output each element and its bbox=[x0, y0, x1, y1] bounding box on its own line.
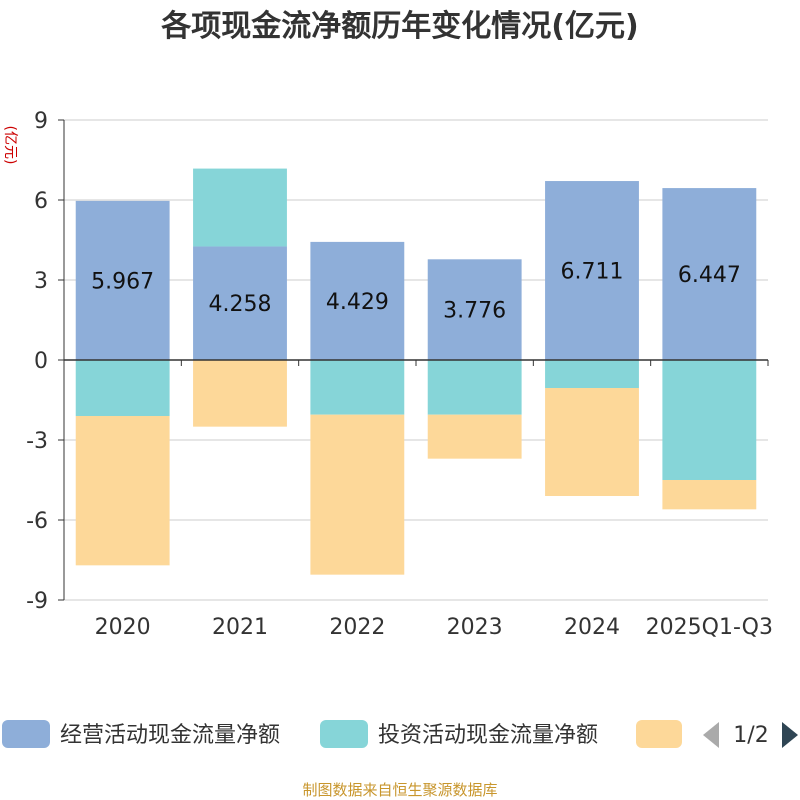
x-category-label: 2024 bbox=[564, 615, 620, 640]
chart-title: 各项现金流净额历年变化情况(亿元) bbox=[160, 9, 638, 44]
data-label: 4.258 bbox=[209, 292, 272, 317]
bar-segment-s0-2024[interactable] bbox=[545, 181, 639, 360]
bar-segment-s1-2022[interactable] bbox=[310, 360, 405, 415]
bar-segment-s1-2023[interactable] bbox=[427, 360, 522, 415]
bar-segment-s0-2021[interactable] bbox=[193, 246, 287, 360]
y-tick-label: 0 bbox=[34, 349, 48, 374]
bar-segment-s2-2020[interactable] bbox=[75, 416, 170, 566]
legend-swatch-operating bbox=[2, 720, 50, 748]
x-category-label: 2022 bbox=[329, 615, 385, 640]
bars-group bbox=[75, 168, 757, 575]
legend-label-operating: 经营活动现金流量净额 bbox=[60, 723, 280, 748]
legend-swatch-financing bbox=[636, 720, 682, 748]
y-tick-label: 3 bbox=[34, 269, 48, 294]
y-tick-label: 6 bbox=[34, 189, 48, 214]
legend: 经营活动现金流量净额 投资活动现金流量净额 1/2 bbox=[2, 720, 798, 748]
bar-segment-s0-2023[interactable] bbox=[427, 259, 522, 360]
x-axis-categories: 2020 2021 2022 2023 2024 2025Q1-Q3 bbox=[95, 615, 773, 640]
x-category-label: 2023 bbox=[447, 615, 503, 640]
data-label: 4.429 bbox=[326, 290, 389, 315]
legend-next-icon[interactable] bbox=[782, 722, 798, 748]
bar-segment-s2-2024[interactable] bbox=[545, 388, 639, 496]
y-axis-ticks: -9 -6 -3 0 3 6 9 bbox=[26, 109, 65, 614]
bar-segment-s0-2022[interactable] bbox=[310, 241, 405, 360]
data-labels: 5.967 4.258 4.429 3.776 6.711 6.447 bbox=[91, 260, 741, 324]
bar-segment-s2-2022[interactable] bbox=[310, 414, 405, 575]
x-category-label: 2020 bbox=[95, 615, 151, 640]
legend-item-operating[interactable]: 经营活动现金流量净额 bbox=[2, 720, 280, 748]
y-axis-label: (亿元) bbox=[2, 126, 18, 165]
data-label: 6.447 bbox=[678, 263, 741, 288]
legend-swatch-investing bbox=[320, 720, 368, 748]
bar-segment-s1-2025Q1-Q3[interactable] bbox=[662, 360, 757, 480]
data-label: 5.967 bbox=[91, 269, 154, 294]
bar-segment-s2-2025Q1-Q3[interactable] bbox=[662, 480, 757, 510]
bar-segment-s2-2021[interactable] bbox=[193, 360, 287, 427]
x-category-label: 2021 bbox=[212, 615, 268, 640]
bar-segment-s0-2020[interactable] bbox=[75, 200, 170, 360]
x-category-label: 2025Q1-Q3 bbox=[646, 615, 773, 640]
gridlines bbox=[64, 119, 768, 601]
y-tick-label: -3 bbox=[26, 429, 48, 454]
bar-segment-s1-2024[interactable] bbox=[545, 360, 639, 388]
bar-segment-s2-2023[interactable] bbox=[427, 414, 522, 459]
source-note: 制图数据来自恒生聚源数据库 bbox=[302, 781, 497, 799]
bar-segment-s1-2021[interactable] bbox=[193, 168, 287, 247]
y-tick-label: 9 bbox=[34, 109, 48, 134]
bar-segment-s0-2025Q1-Q3[interactable] bbox=[662, 188, 757, 360]
legend-page-indicator: 1/2 bbox=[733, 723, 768, 748]
legend-label-investing: 投资活动现金流量净额 bbox=[378, 723, 598, 748]
bar-segment-s1-2020[interactable] bbox=[75, 360, 170, 416]
y-tick-label: -9 bbox=[26, 589, 48, 614]
y-tick-label: -6 bbox=[26, 509, 48, 534]
legend-prev-icon[interactable] bbox=[703, 722, 719, 748]
data-label: 6.711 bbox=[561, 260, 624, 285]
legend-item-financing[interactable] bbox=[636, 720, 682, 748]
legend-item-investing[interactable]: 投资活动现金流量净额 bbox=[320, 720, 598, 748]
x-axis bbox=[63, 359, 769, 366]
data-label: 3.776 bbox=[443, 299, 506, 324]
